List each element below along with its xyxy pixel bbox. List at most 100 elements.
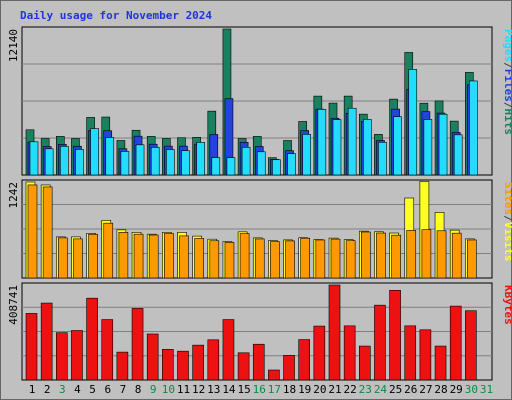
kbytes-kbytes-bar [101, 319, 114, 381]
x-tick-label: 23 [359, 383, 372, 396]
kbytes-kbytes-bar [86, 297, 98, 381]
kbytes-side-legend: KBytes [502, 285, 512, 325]
kbytes-kbytes-bar [55, 332, 68, 381]
kbytes-kbytes-bar [207, 339, 220, 381]
kbytes-kbytes-bar [131, 308, 144, 381]
hits-pages-bar [196, 142, 205, 176]
hits-pages-bar [135, 144, 145, 176]
visits-sites-bar [254, 238, 265, 279]
visits-sites-bar [103, 222, 114, 279]
hits-pages-bar [393, 116, 402, 176]
hits-pages-bar [408, 69, 418, 176]
x-tick-label: 10 [162, 383, 175, 396]
hits-legend-entry: / [502, 62, 512, 69]
x-tick-label: 4 [74, 383, 81, 396]
visits-sites-bar [330, 238, 341, 279]
x-tick-label: 18 [283, 383, 296, 396]
x-tick-label: 2 [44, 383, 51, 396]
visits-sites-bar [376, 232, 386, 279]
hits-pages-bar [29, 141, 39, 176]
visits-sites-bar [421, 229, 432, 279]
visits-legend-entry: / [502, 215, 512, 222]
plot-area: 12140Pages/Files/Hits1242Sites/Visits408… [7, 26, 512, 396]
hits-pages-bar [75, 149, 84, 176]
visits-sites-bar [42, 186, 53, 279]
kbytes-legend-entry: KBytes [502, 285, 512, 325]
kbytes-kbytes-bar [146, 333, 159, 381]
kbytes-kbytes-bar [328, 284, 341, 381]
kbytes-kbytes-bar [237, 352, 250, 381]
visits-sites-bar [209, 240, 220, 279]
x-tick-label: 29 [450, 383, 463, 396]
hits-pages-bar [59, 146, 69, 176]
hits-pages-bar [256, 151, 266, 176]
visits-sites-bar [164, 233, 174, 279]
kbytes-kbytes-bar [449, 305, 462, 381]
visits-sites-bar [57, 237, 68, 279]
visits-sites-bar [133, 233, 144, 279]
x-tick-label: 12 [192, 383, 205, 396]
hits-pages-bar [423, 119, 433, 176]
x-tick-label: 16 [253, 383, 266, 396]
x-tick-label: 31 [480, 383, 493, 396]
hits-pages-bar [453, 134, 463, 176]
hits-ymax-label: 12140 [7, 29, 20, 62]
x-tick-label: 1 [29, 383, 36, 396]
visits-sites-bar [467, 239, 477, 279]
kbytes-kbytes-bar [162, 349, 174, 381]
kbytes-kbytes-bar [268, 369, 280, 381]
hits-pages-bar [332, 119, 342, 176]
visits-sites-bar [148, 234, 159, 279]
kbytes-kbytes-bar [283, 355, 295, 381]
hits-pages-bar [105, 137, 115, 176]
visits-side-legend: Sites/Visits [502, 182, 512, 262]
kbytes-kbytes-bar [343, 325, 356, 381]
hits-pages-bar [90, 128, 99, 176]
x-tick-label: 7 [120, 383, 127, 396]
kbytes-kbytes-bar [222, 319, 235, 381]
visits-sites-bar [73, 238, 83, 279]
x-tick-label: 19 [298, 383, 311, 396]
kbytes-kbytes-bar [465, 310, 477, 381]
hits-pages-bar [469, 80, 478, 176]
visits-sites-bar [451, 232, 462, 279]
hits-pages-bar [226, 157, 236, 176]
visits-sites-bar [285, 240, 295, 279]
visits-sites-bar [391, 234, 401, 279]
visits-sites-bar [239, 233, 250, 279]
chart-title: Daily usage for November 2024 [20, 9, 212, 22]
hits-legend-entry: Files [502, 69, 512, 102]
kbytes-kbytes-bar [25, 313, 38, 381]
hits-pages-bar [166, 149, 175, 176]
x-tick-label: 28 [434, 383, 447, 396]
visits-legend-entry: Visits [502, 222, 512, 262]
hits-pages-bar [317, 109, 327, 176]
x-tick-label: 8 [135, 383, 142, 396]
visits-ymax-label: 1242 [7, 182, 20, 209]
kbytes-ymax-label: 408741 [7, 285, 20, 325]
x-tick-label: 14 [222, 383, 236, 396]
hits-pages-bar [438, 113, 448, 176]
hits-legend-entry: Hits [502, 109, 512, 136]
x-tick-label: 25 [389, 383, 402, 396]
kbytes-kbytes-bar [434, 345, 447, 381]
visits-sites-bar [27, 184, 38, 279]
hits-pages-bar [378, 141, 387, 176]
x-tick-label: 22 [344, 383, 357, 396]
x-tick-label: 24 [374, 383, 388, 396]
hits-pages-bar [241, 147, 251, 176]
kbytes-kbytes-bar [252, 343, 265, 381]
x-tick-label: 20 [313, 383, 326, 396]
visits-sites-bar [224, 242, 235, 279]
visits-sites-bar [406, 230, 417, 279]
x-tick-label: 26 [404, 383, 417, 396]
kbytes-kbytes-bar [419, 329, 432, 381]
visits-sites-bar [360, 231, 371, 279]
x-tick-label: 9 [150, 383, 157, 396]
kbytes-kbytes-bar [177, 350, 189, 381]
x-tick-label: 17 [268, 383, 281, 396]
kbytes-kbytes-bar [192, 344, 204, 381]
visits-sites-bar [179, 235, 189, 279]
hits-pages-bar [181, 150, 190, 176]
